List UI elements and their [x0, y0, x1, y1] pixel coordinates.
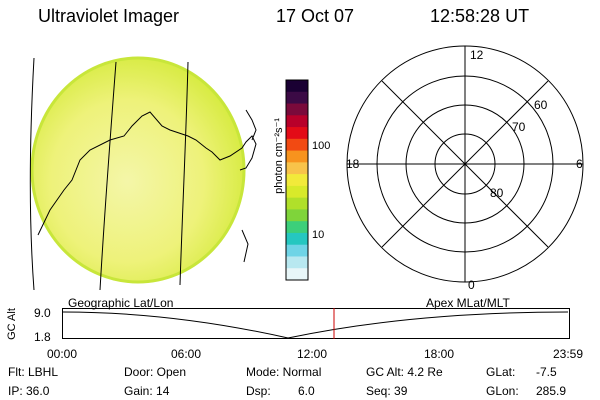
instrument-title: Ultraviolet Imager [38, 6, 180, 26]
meridian-line [99, 61, 117, 290]
polar-ring-label-60: 60 [534, 98, 548, 112]
info-glat-value: -7.5 [536, 365, 557, 379]
info-door: Door: Open [124, 365, 187, 379]
info-dsp-label: Dsp: [246, 384, 271, 398]
colorbar-swatch [286, 185, 308, 199]
info-mode: Mode: Normal [246, 365, 322, 379]
geographic-caption: Geographic Lat/Lon [68, 296, 174, 310]
auroral-image [29, 56, 257, 290]
colorbar-swatch [286, 80, 308, 93]
colorbar-swatch [286, 256, 308, 269]
date-label: 17 Oct 07 [276, 6, 355, 26]
colorbar: photon cm⁻²s⁻¹ [273, 79, 309, 281]
polar-ring-label-70: 70 [512, 120, 526, 134]
coastline [37, 109, 257, 263]
polar-ring-label-80: 80 [490, 186, 504, 200]
meridian-line [29, 57, 35, 290]
time-label: 12:58:28 UT [430, 6, 530, 26]
gc-xtick-3: 18:00 [424, 347, 455, 361]
gc-alt-axis-label: GC Alt [5, 308, 18, 340]
gc-xtick-4: 23:59 [553, 347, 584, 361]
colorbar-swatch [286, 209, 308, 222]
colorbar-swatch [286, 138, 308, 152]
colorbar-swatch [286, 91, 308, 105]
mlt-label-0: 0 [468, 278, 475, 292]
gc-ytick-low: 1.8 [34, 330, 51, 344]
colorbar-swatch [286, 103, 308, 116]
colorbar-swatch [286, 221, 308, 234]
info-glat-label: GLat: [486, 365, 516, 379]
earth-disk [30, 56, 246, 284]
meridian-line [179, 61, 189, 286]
colorbar-swatch [286, 150, 308, 163]
gc-xtick-0: 00:00 [47, 347, 78, 361]
colorbar-swatch [286, 232, 308, 246]
info-gain: Gain: 14 [124, 384, 170, 398]
mlt-label-18: 18 [346, 157, 360, 171]
colorbar-swatch [286, 115, 308, 128]
colorbar-tick-10: 10 [312, 229, 325, 241]
colorbar-swatch [286, 244, 308, 257]
mlt-label-12: 12 [470, 48, 484, 62]
info-dsp-value: 6.0 [298, 384, 315, 398]
info-filter: Flt: LBHL [8, 365, 59, 379]
colorbar-tick-100: 100 [312, 140, 331, 152]
info-seq: Seq: 39 [366, 384, 408, 398]
info-ip: IP: 36.0 [8, 384, 50, 398]
gc-xtick-2: 12:00 [297, 347, 328, 361]
gc-alt-plot [62, 308, 570, 339]
colorbar-unit-label: photon cm⁻²s⁻¹ [273, 118, 285, 194]
colorbar-swatch [286, 162, 308, 175]
gc-alt-curve [62, 311, 569, 339]
info-glon-label: GLon: [486, 384, 519, 398]
mlt-label-6: 6 [576, 157, 583, 171]
gc-ytick-high: 9.0 [34, 306, 51, 320]
colorbar-swatch [286, 268, 308, 281]
apex-caption: Apex MLat/MLT [426, 296, 510, 310]
colorbar-swatch [286, 174, 308, 187]
gc-xtick-1: 06:00 [171, 347, 202, 361]
polar-grid [346, 45, 584, 283]
info-gc-alt: GC Alt: 4.2 Re [366, 365, 443, 379]
colorbar-swatch [286, 197, 308, 210]
info-glon-value: 285.9 [536, 384, 567, 398]
colorbar-swatch [286, 127, 308, 140]
